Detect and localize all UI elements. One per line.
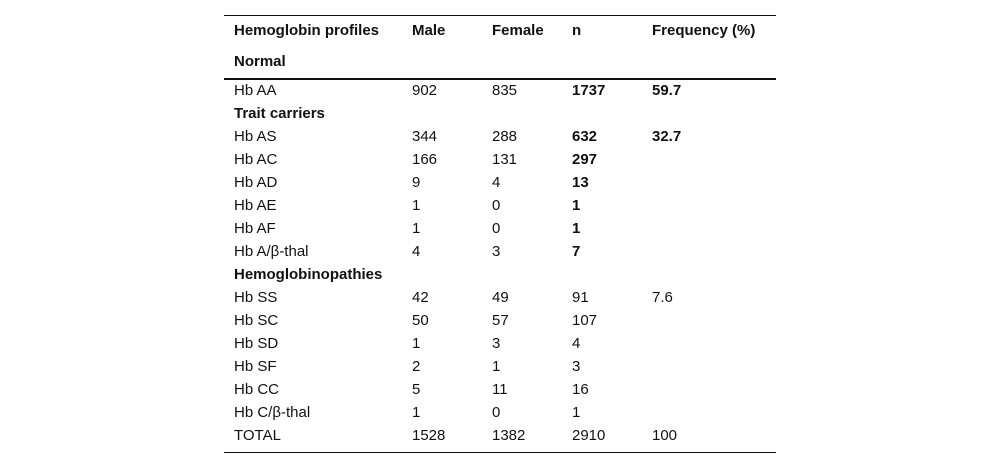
cell-value: 1 [412,335,421,352]
cell-value: 1 [572,404,581,421]
cell-value: 9 [412,174,421,191]
cell-value: 100 [652,427,678,444]
header-cell: Hemoglobin profiles [234,22,380,39]
cell-value: 0 [492,197,501,214]
header-cell: Female [492,22,544,39]
section-title: Trait carriers [234,105,325,122]
cell-value: 3 [492,335,501,352]
section-title: Normal [234,53,286,70]
cell-value: 1 [572,220,581,237]
cell-value: 1737 [572,82,606,99]
row-label: Hb AE [234,197,277,214]
cell-value: 13 [572,174,589,191]
cell-value: 2910 [572,427,606,444]
row-label: Hb SD [234,335,279,352]
cell-value: 7.6 [652,289,673,306]
cell-value: 297 [572,151,598,168]
bottom-rule [224,452,776,453]
top-rule [224,15,776,16]
row-label: Hb CC [234,381,280,398]
cell-value: 288 [492,128,518,145]
row-label: TOTAL [234,427,281,444]
cell-value: 4 [412,243,421,260]
cell-value: 3 [492,243,501,260]
cell-value: 1 [412,197,421,214]
cell-value: 4 [572,335,581,352]
cell-value: 902 [412,82,438,99]
cell-value: 57 [492,312,509,329]
cell-value: 131 [492,151,518,168]
cell-value: 1 [412,404,421,421]
cell-value: 107 [572,312,598,329]
cell-value: 16 [572,381,589,398]
row-label: Hb AD [234,174,278,191]
row-label: Hb AF [234,220,276,237]
cell-value: 835 [492,82,518,99]
row-label: Hb A/β-thal [234,243,309,260]
header-rule [224,78,776,80]
section-title: Hemoglobinopathies [234,266,383,283]
cell-value: 1 [412,220,421,237]
cell-value: 91 [572,289,589,306]
cell-value: 7 [572,243,581,260]
cell-value: 1528 [412,427,446,444]
cell-value: 50 [412,312,429,329]
cell-value: 0 [492,220,501,237]
cell-value: 42 [412,289,429,306]
cell-value: 59.7 [652,82,682,99]
header-cell: Male [412,22,446,39]
cell-value: 4 [492,174,501,191]
cell-value: 1 [492,358,501,375]
row-label: Hb C/β-thal [234,404,311,421]
cell-value: 3 [572,358,581,375]
cell-value: 1382 [492,427,526,444]
cell-value: 5 [412,381,421,398]
cell-value: 11 [492,381,508,398]
row-label: Hb AC [234,151,278,168]
row-label: Hb AS [234,128,277,145]
cell-value: 32.7 [652,128,682,145]
cell-value: 1 [572,197,581,214]
cell-value: 49 [492,289,509,306]
row-label: Hb SF [234,358,277,375]
cell-value: 0 [492,404,501,421]
cell-value: 2 [412,358,421,375]
cell-value: 632 [572,128,598,145]
row-label: Hb SC [234,312,279,329]
cell-value: 166 [412,151,438,168]
row-label: Hb AA [234,82,277,99]
cell-value: 344 [412,128,438,145]
row-label: Hb SS [234,289,278,306]
header-cell: Frequency (%) [652,22,756,39]
header-cell: n [572,22,582,39]
